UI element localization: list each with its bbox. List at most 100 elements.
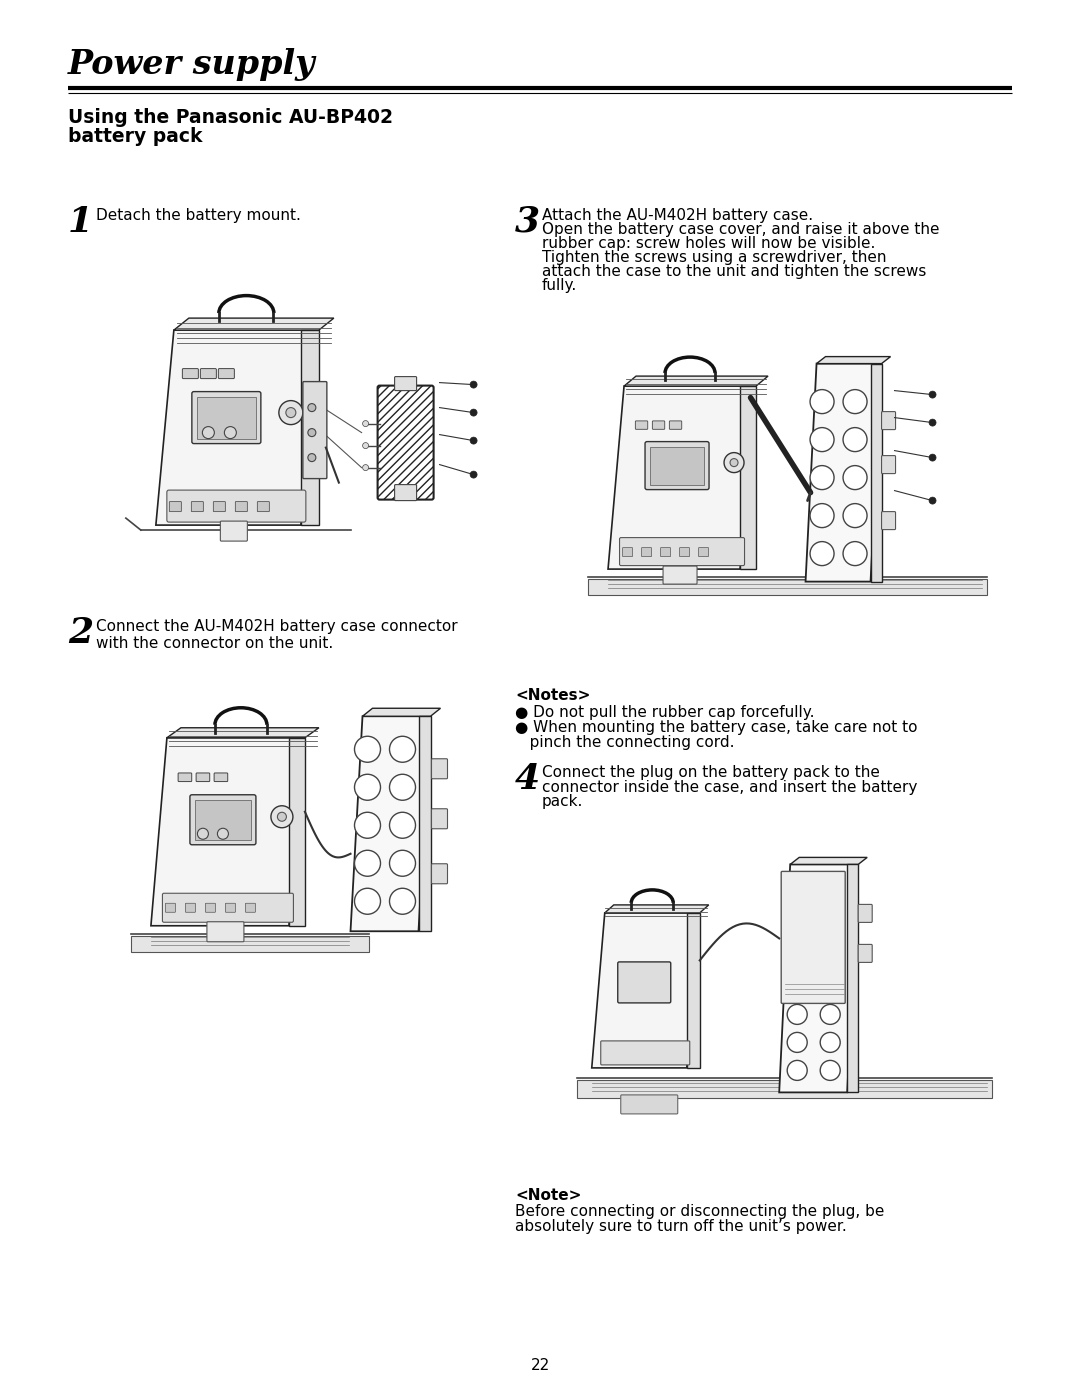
Text: <Note>: <Note>	[515, 1187, 581, 1203]
Circle shape	[308, 454, 315, 461]
Text: with the connector on the unit.: with the connector on the unit.	[96, 636, 334, 651]
Circle shape	[354, 812, 380, 838]
FancyBboxPatch shape	[162, 893, 294, 922]
Circle shape	[470, 409, 477, 416]
FancyBboxPatch shape	[178, 773, 192, 781]
FancyBboxPatch shape	[257, 502, 269, 511]
Text: 3: 3	[515, 205, 540, 239]
Polygon shape	[605, 905, 708, 912]
Circle shape	[470, 437, 477, 444]
Polygon shape	[608, 386, 756, 569]
Circle shape	[354, 888, 380, 914]
FancyBboxPatch shape	[663, 566, 697, 584]
FancyBboxPatch shape	[378, 386, 433, 500]
FancyBboxPatch shape	[197, 773, 210, 781]
FancyBboxPatch shape	[650, 447, 704, 485]
FancyBboxPatch shape	[131, 936, 369, 951]
Polygon shape	[592, 912, 700, 1067]
Circle shape	[810, 427, 834, 451]
Circle shape	[730, 458, 738, 467]
Circle shape	[217, 828, 229, 840]
Circle shape	[363, 420, 368, 426]
Polygon shape	[791, 858, 867, 865]
Text: Open the battery case cover, and raise it above the: Open the battery case cover, and raise i…	[542, 222, 940, 237]
Text: pack.: pack.	[542, 793, 583, 809]
FancyBboxPatch shape	[781, 872, 846, 1003]
Circle shape	[225, 426, 237, 439]
Text: attach the case to the unit and tighten the screws: attach the case to the unit and tighten …	[542, 264, 927, 279]
Text: Connect the plug on the battery pack to the: Connect the plug on the battery pack to …	[542, 766, 880, 780]
FancyBboxPatch shape	[635, 420, 648, 429]
FancyBboxPatch shape	[226, 904, 235, 912]
FancyBboxPatch shape	[652, 420, 664, 429]
Circle shape	[810, 390, 834, 414]
Circle shape	[787, 1004, 807, 1024]
Circle shape	[820, 1060, 840, 1080]
Polygon shape	[847, 865, 859, 1092]
FancyBboxPatch shape	[183, 369, 199, 379]
FancyBboxPatch shape	[618, 963, 671, 1003]
FancyBboxPatch shape	[170, 502, 181, 511]
Circle shape	[363, 443, 368, 448]
Circle shape	[810, 465, 834, 489]
Polygon shape	[816, 356, 891, 363]
Polygon shape	[624, 376, 768, 386]
FancyBboxPatch shape	[214, 502, 226, 511]
Circle shape	[470, 381, 477, 388]
FancyBboxPatch shape	[194, 799, 251, 840]
FancyBboxPatch shape	[859, 904, 873, 922]
FancyBboxPatch shape	[432, 809, 447, 828]
Text: rubber cap: screw holes will now be visible.: rubber cap: screw holes will now be visi…	[542, 236, 876, 251]
Text: Tighten the screws using a screwdriver, then: Tighten the screws using a screwdriver, …	[542, 250, 887, 265]
FancyBboxPatch shape	[394, 485, 417, 500]
FancyBboxPatch shape	[622, 548, 633, 556]
Text: Attach the AU-M402H battery case.: Attach the AU-M402H battery case.	[542, 208, 813, 224]
FancyBboxPatch shape	[218, 369, 234, 379]
FancyBboxPatch shape	[167, 490, 306, 522]
Polygon shape	[740, 386, 756, 569]
Text: Power supply: Power supply	[68, 47, 315, 81]
Circle shape	[843, 542, 867, 566]
Circle shape	[390, 774, 416, 800]
Circle shape	[929, 419, 936, 426]
Circle shape	[820, 1032, 840, 1052]
FancyBboxPatch shape	[214, 773, 228, 781]
FancyBboxPatch shape	[432, 863, 447, 884]
Circle shape	[470, 471, 477, 478]
FancyBboxPatch shape	[588, 580, 987, 595]
FancyBboxPatch shape	[165, 904, 175, 912]
FancyBboxPatch shape	[642, 548, 651, 556]
Text: pinch the connecting cord.: pinch the connecting cord.	[515, 735, 734, 750]
Circle shape	[810, 503, 834, 528]
Circle shape	[271, 806, 293, 828]
Circle shape	[929, 497, 936, 504]
Polygon shape	[289, 738, 305, 926]
Polygon shape	[870, 363, 881, 581]
Circle shape	[354, 851, 380, 876]
FancyBboxPatch shape	[679, 548, 689, 556]
Text: absolutely sure to turn off the unit’s power.: absolutely sure to turn off the unit’s p…	[515, 1220, 847, 1234]
Circle shape	[820, 1004, 840, 1024]
Text: Detach the battery mount.: Detach the battery mount.	[96, 208, 301, 224]
Text: 22: 22	[530, 1358, 550, 1373]
Text: 2: 2	[68, 616, 93, 650]
FancyBboxPatch shape	[220, 521, 247, 541]
Circle shape	[843, 390, 867, 414]
Polygon shape	[351, 717, 431, 932]
FancyBboxPatch shape	[600, 1041, 690, 1065]
FancyBboxPatch shape	[621, 1095, 678, 1113]
FancyBboxPatch shape	[302, 381, 327, 479]
Text: fully.: fully.	[542, 278, 577, 293]
Circle shape	[787, 1060, 807, 1080]
Circle shape	[286, 408, 296, 418]
Circle shape	[843, 503, 867, 528]
Polygon shape	[301, 330, 319, 525]
Polygon shape	[167, 728, 319, 738]
Circle shape	[308, 404, 315, 412]
Circle shape	[278, 812, 286, 821]
FancyBboxPatch shape	[881, 455, 895, 474]
Circle shape	[929, 391, 936, 398]
Polygon shape	[156, 330, 319, 525]
FancyBboxPatch shape	[235, 502, 247, 511]
Polygon shape	[363, 708, 441, 717]
